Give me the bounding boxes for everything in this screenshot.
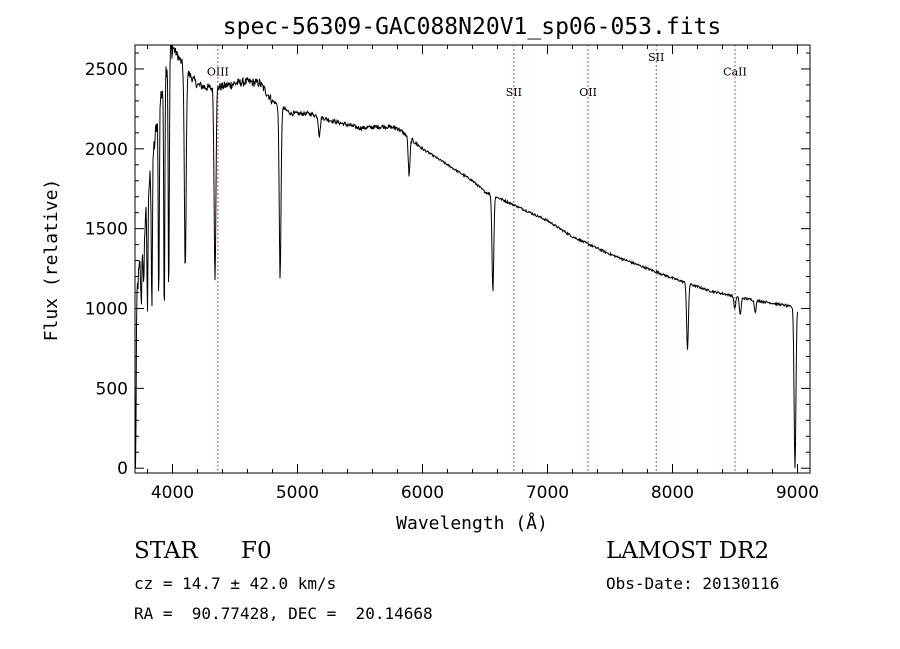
chart-title: spec-56309-GAC088N20V1_sp06-053.fits <box>223 14 722 40</box>
y-tick-label: 2500 <box>85 60 128 80</box>
y-tick-label: 0 <box>117 459 128 479</box>
cz-value: cz = 14.7 ± 42.0 km/s <box>134 574 337 593</box>
obs-date: Obs-Date: 20130116 <box>606 574 780 593</box>
x-tick-label: 6000 <box>401 483 444 503</box>
x-tick-label: 5000 <box>276 483 319 503</box>
survey-label: LAMOST DR2 <box>606 538 770 564</box>
plot-frame <box>134 44 811 474</box>
x-axis: 4000 5000 6000 7000 8000 9000 <box>147 45 819 503</box>
marker-label: OII <box>579 86 597 99</box>
x-tick-label: 8000 <box>651 483 694 503</box>
y-tick-label: 1500 <box>85 220 128 240</box>
marker-label: SII <box>506 86 522 99</box>
x-tick-label: 7000 <box>526 483 569 503</box>
x-tick-label: 4000 <box>151 483 194 503</box>
object-type: STAR <box>134 538 198 564</box>
x-tick-label: 9000 <box>776 483 819 503</box>
y-axis: 0 500 1000 1500 2000 2500 <box>85 52 810 479</box>
y-tick-label: 1000 <box>85 300 128 320</box>
marker-label: CaII <box>723 65 747 78</box>
x-axis-label: Wavelength (Å) <box>396 512 548 534</box>
y-axis-label: Flux (relative) <box>41 179 62 342</box>
marker-label: SII <box>648 51 664 64</box>
y-tick-label: 2000 <box>85 140 128 160</box>
spectrum-line <box>134 44 798 469</box>
ra-dec: RA = 90.77428, DEC = 20.14668 <box>134 604 433 623</box>
y-tick-label: 500 <box>96 379 128 399</box>
marker-label: OIII <box>207 65 229 78</box>
spectral-class: F0 <box>241 538 272 564</box>
line-markers: OIII SII OII SII CaII <box>207 45 747 473</box>
